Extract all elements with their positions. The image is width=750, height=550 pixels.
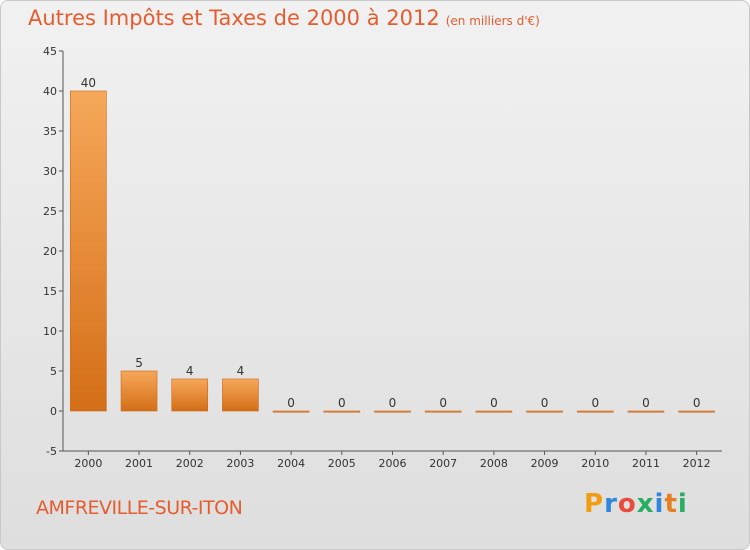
- x-tick-label-2003: 2003: [226, 457, 254, 470]
- data-label-2003: 4: [237, 364, 245, 378]
- place-name: AMFREVILLE-SUR-ITON: [36, 497, 243, 519]
- x-tick-label-2000: 2000: [74, 457, 102, 470]
- data-label-2005: 0: [338, 396, 346, 410]
- y-tick-label: -5: [46, 445, 57, 458]
- x-tick-label-2007: 2007: [429, 457, 457, 470]
- x-tick-label-2011: 2011: [632, 457, 660, 470]
- logo-letter: r: [604, 489, 618, 519]
- x-tick-label-2008: 2008: [480, 457, 508, 470]
- x-tick-label-2004: 2004: [277, 457, 305, 470]
- y-tick-label: 20: [43, 245, 57, 258]
- bar-2000: [70, 90, 107, 412]
- y-tick-label: 15: [43, 285, 57, 298]
- y-tick-label: 10: [43, 325, 57, 338]
- bar-2003: [222, 378, 259, 412]
- y-tick-label: 45: [43, 45, 57, 58]
- data-label-2012: 0: [693, 396, 701, 410]
- bar-2004: [272, 410, 310, 413]
- bar-2006: [374, 410, 411, 413]
- bar-2012: [678, 410, 715, 413]
- data-label-2007: 0: [439, 396, 447, 410]
- x-tick-label-2009: 2009: [531, 457, 559, 470]
- bar-2008: [475, 410, 513, 413]
- y-tick-label: 35: [43, 125, 57, 138]
- bar-2001: [120, 370, 158, 412]
- logo-letter: i: [654, 489, 665, 519]
- y-tick-label: 40: [43, 85, 57, 98]
- x-tick-label-2005: 2005: [328, 457, 356, 470]
- x-tick-label-2002: 2002: [176, 457, 204, 470]
- bar-2011: [627, 410, 665, 413]
- chart-title: Autres Impôts et Taxes de 2000 à 2012 (en…: [28, 6, 540, 30]
- proxiti-logo: Proxiti: [584, 489, 688, 519]
- y-tick-label: 5: [50, 365, 57, 378]
- bar-2009: [526, 410, 563, 413]
- bar-2005: [323, 410, 361, 413]
- data-label-2004: 0: [287, 396, 295, 410]
- data-label-2008: 0: [490, 396, 498, 410]
- data-label-2006: 0: [389, 396, 397, 410]
- bar-2002: [171, 378, 209, 412]
- y-tick-label: 0: [50, 405, 57, 418]
- logo-letter: o: [617, 489, 637, 519]
- x-tick-label-2001: 2001: [125, 457, 153, 470]
- logo-letter: P: [584, 489, 605, 519]
- x-tick-label-2010: 2010: [581, 457, 609, 470]
- data-label-2001: 5: [135, 356, 143, 370]
- x-tick-label-2006: 2006: [379, 457, 407, 470]
- chart-title-main: Autres Impôts et Taxes de 2000 à 2012: [28, 6, 440, 30]
- data-label-2000: 40: [81, 76, 96, 90]
- data-label-2010: 0: [591, 396, 599, 410]
- x-tick-label-2012: 2012: [683, 457, 711, 470]
- y-tick-label: 30: [43, 165, 57, 178]
- bar-2007: [424, 410, 462, 413]
- data-label-2011: 0: [642, 396, 650, 410]
- chart-subtitle: (en milliers d'€): [445, 14, 540, 28]
- logo-letter: t: [664, 489, 678, 519]
- bars-group: [70, 90, 715, 413]
- bar-2010: [576, 410, 614, 413]
- logo-letter: i: [677, 489, 688, 519]
- y-tick-label: 25: [43, 205, 57, 218]
- data-label-2009: 0: [541, 396, 549, 410]
- data-label-2002: 4: [186, 364, 194, 378]
- logo-letter: x: [636, 489, 655, 519]
